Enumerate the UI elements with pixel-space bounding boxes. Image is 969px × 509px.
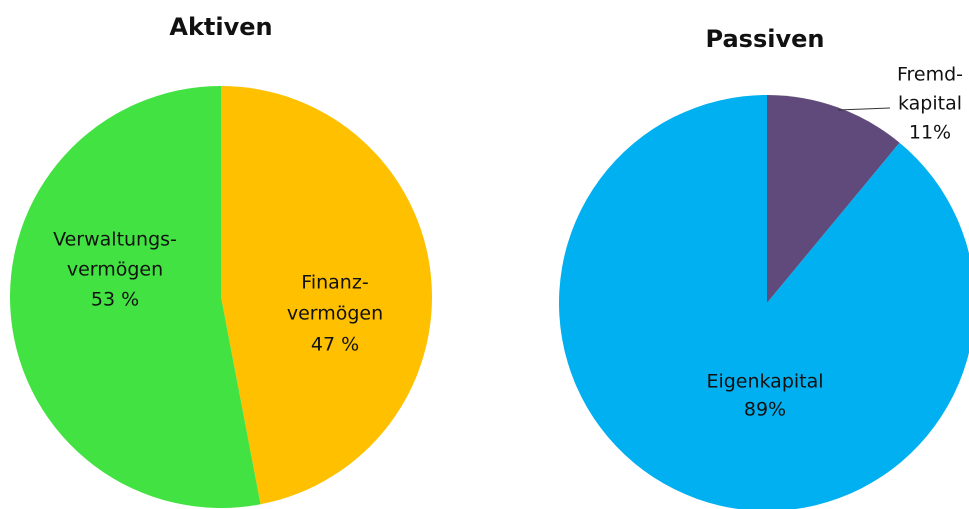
slice-label: vermögen — [67, 259, 163, 281]
slice-label: Fremd- — [897, 64, 963, 86]
slice-label: Finanz- — [301, 272, 368, 294]
value-label: 89% — [744, 399, 786, 421]
slice-label: kapital — [898, 93, 962, 115]
pie-slice — [221, 86, 432, 505]
pie-slice — [9, 86, 261, 508]
chart-title: Passiven — [706, 25, 825, 53]
pie-slice — [559, 95, 969, 509]
value-label: 47 % — [311, 334, 359, 356]
slice-label: vermögen — [287, 303, 383, 325]
value-label: 53 % — [91, 289, 139, 311]
value-label: 11% — [909, 122, 951, 144]
slice-label: Eigenkapital — [706, 371, 823, 393]
slice-label: Verwaltungs- — [53, 229, 177, 251]
pie-slice — [767, 95, 900, 303]
leader-line — [837, 107, 891, 111]
chart-title: Aktiven — [169, 13, 272, 41]
